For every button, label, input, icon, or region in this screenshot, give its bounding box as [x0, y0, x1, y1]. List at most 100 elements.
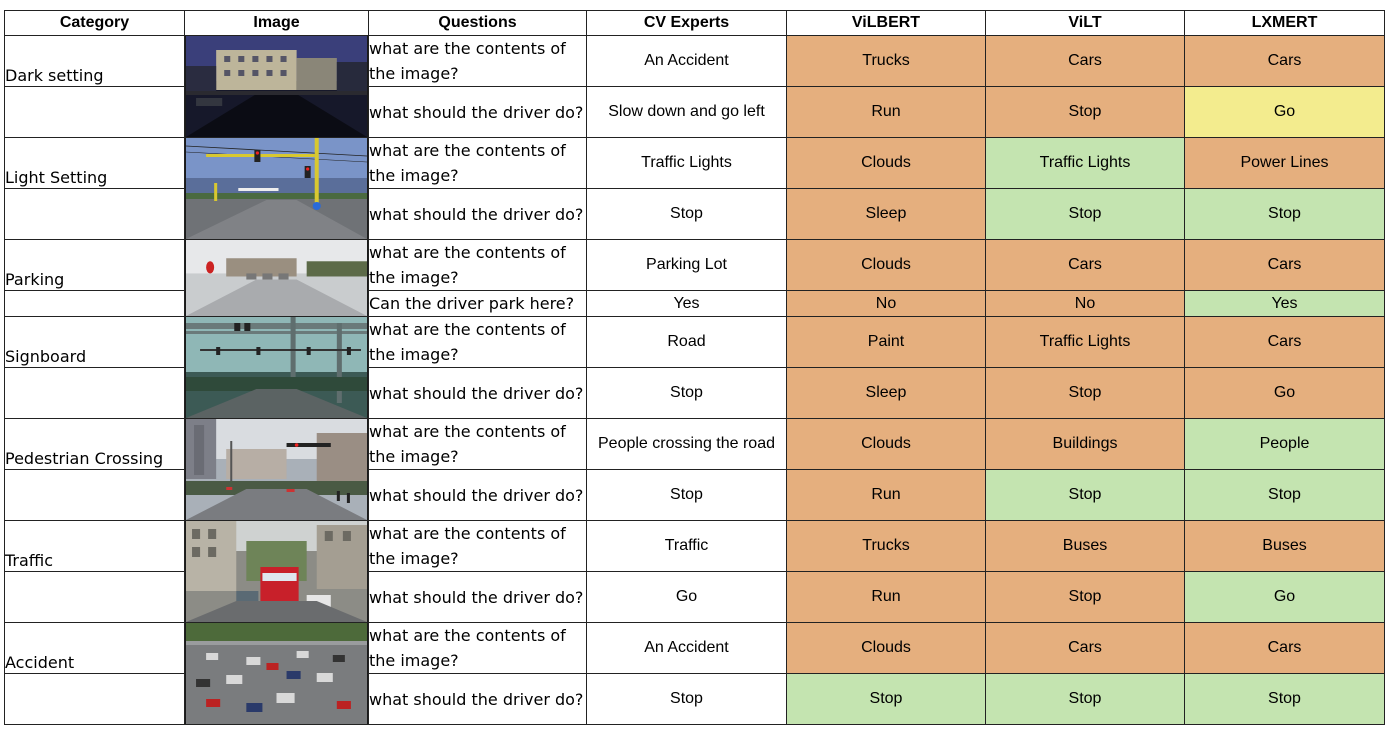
scene-image — [184, 35, 369, 138]
category-cell: Parking — [4, 239, 185, 291]
question-cell: what should the driver do? — [368, 673, 587, 725]
lxmert-answer: Cars — [1184, 35, 1385, 87]
lxmert-answer: Stop — [1184, 673, 1385, 725]
vilt-answer: Cars — [985, 35, 1185, 87]
vilbert-answer: Clouds — [786, 418, 986, 470]
category-cell: Pedestrian Crossing — [4, 418, 185, 470]
vilt-answer: Traffic Lights — [985, 316, 1185, 368]
vilbert-answer: Run — [786, 86, 986, 138]
vilbert-answer: Paint — [786, 316, 986, 368]
category-cell: Light Setting — [4, 137, 185, 189]
vilbert-answer: Clouds — [786, 622, 986, 674]
vilbert-answer: Sleep — [786, 367, 986, 419]
table-row: Traffic what are the contents of the ima… — [4, 520, 1385, 623]
cv-expert-answer: Traffic Lights — [586, 137, 787, 189]
vilt-answer: Cars — [985, 622, 1185, 674]
category-cell: Signboard — [4, 316, 185, 368]
vilt-answer: Traffic Lights — [985, 137, 1185, 189]
category-cell-empty — [4, 188, 185, 240]
vilt-answer: Stop — [985, 86, 1185, 138]
vilt-answer: Stop — [985, 188, 1185, 240]
scene-image — [184, 520, 369, 623]
table-row: what should the driver do? Slow down and … — [4, 86, 1385, 138]
question-cell: what are the contents of the image? — [368, 137, 587, 189]
scene-image — [184, 622, 369, 725]
vilt-answer: Stop — [985, 673, 1185, 725]
night-street-photo — [186, 36, 367, 137]
cv-expert-answer: Traffic — [586, 520, 787, 572]
vilbert-answer: Sleep — [786, 188, 986, 240]
pedestrian-crossing-photo — [186, 419, 367, 520]
vilbert-answer: Run — [786, 571, 986, 623]
category-cell-empty — [4, 673, 185, 725]
question-cell: what should the driver do? — [368, 86, 587, 138]
question-cell: what are the contents of the image? — [368, 418, 587, 470]
lxmert-answer: Cars — [1184, 622, 1385, 674]
vilt-answer: Stop — [985, 367, 1185, 419]
question-cell: what are the contents of the image? — [368, 35, 587, 87]
city-traffic-buses-photo — [186, 521, 367, 622]
question-cell: what should the driver do? — [368, 469, 587, 521]
vilbert-answer: Stop — [786, 673, 986, 725]
question-cell: what should the driver do? — [368, 188, 587, 240]
question-cell: what should the driver do? — [368, 367, 587, 419]
vilbert-answer: No — [786, 290, 986, 317]
category-cell-empty — [4, 469, 185, 521]
lxmert-answer: Go — [1184, 86, 1385, 138]
vilt-answer: Stop — [985, 571, 1185, 623]
lxmert-answer: Go — [1184, 367, 1385, 419]
cv-expert-answer: Parking Lot — [586, 239, 787, 291]
header-vilbert: ViLBERT — [786, 10, 986, 36]
table-row: Signboard what are the contents of the i… — [4, 316, 1385, 419]
results-table: Category Image Questions CV Experts ViLB… — [4, 10, 1385, 725]
header-vilt: ViLT — [985, 10, 1185, 36]
category-cell: Traffic — [4, 520, 185, 572]
cv-expert-answer: People crossing the road — [586, 418, 787, 470]
parking-lot-photo — [186, 240, 367, 316]
cv-expert-answer: Stop — [586, 367, 787, 419]
category-cell: Accident — [4, 622, 185, 674]
table-row: Can the driver park here? Yes No No Yes — [4, 290, 1385, 317]
lxmert-answer: People — [1184, 418, 1385, 470]
scene-image — [184, 137, 369, 240]
lxmert-answer: Go — [1184, 571, 1385, 623]
vilbert-answer: Trucks — [786, 35, 986, 87]
vilt-answer: Stop — [985, 469, 1185, 521]
category-cell-empty — [4, 571, 185, 623]
question-cell: Can the driver park here? — [368, 290, 587, 317]
lxmert-answer: Yes — [1184, 290, 1385, 317]
intersection-traffic-lights-photo — [186, 138, 367, 239]
question-cell: what are the contents of the image? — [368, 239, 587, 291]
crowded-road-accident-photo — [186, 623, 367, 724]
table-row: Accident what are the contents of the im… — [4, 622, 1385, 725]
category-cell-empty — [4, 367, 185, 419]
header-lxmert: LXMERT — [1184, 10, 1385, 36]
cv-expert-answer: Go — [586, 571, 787, 623]
header-category: Category — [4, 10, 185, 36]
category-cell-empty — [4, 290, 185, 317]
question-cell: what should the driver do? — [368, 571, 587, 623]
table-row: Pedestrian Crossing what are the content… — [4, 418, 1385, 521]
scene-image — [184, 239, 369, 317]
vilt-answer: Cars — [985, 239, 1185, 291]
header-questions: Questions — [368, 10, 587, 36]
vilbert-answer: Trucks — [786, 520, 986, 572]
table-row: what should the driver do? Stop Sleep Stop S… — [4, 188, 1385, 240]
lxmert-answer: Cars — [1184, 239, 1385, 291]
vilbert-answer: Run — [786, 469, 986, 521]
table-row: Dark setting what are the contents of th… — [4, 35, 1385, 138]
category-cell: Dark setting — [4, 35, 185, 87]
category-cell-empty — [4, 86, 185, 138]
vilbert-answer: Clouds — [786, 137, 986, 189]
cv-expert-answer: Stop — [586, 469, 787, 521]
scene-image — [184, 418, 369, 521]
lxmert-answer: Stop — [1184, 469, 1385, 521]
cv-expert-answer: Slow down and go left — [586, 86, 787, 138]
table-row: what should the driver do? Stop Stop Stop St… — [4, 673, 1385, 725]
scene-image — [184, 316, 369, 419]
lxmert-answer: Cars — [1184, 316, 1385, 368]
overhead-signal-gantry-photo — [186, 317, 367, 418]
lxmert-answer: Stop — [1184, 188, 1385, 240]
header-image: Image — [184, 10, 369, 36]
vilt-answer: Buildings — [985, 418, 1185, 470]
